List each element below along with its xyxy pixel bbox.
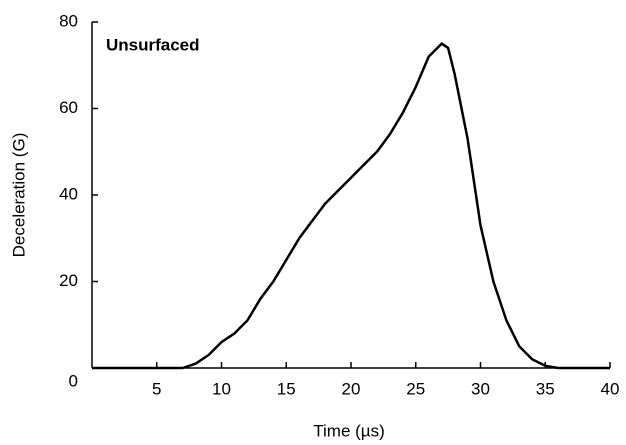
x-tick-label: 35	[536, 379, 555, 398]
x-tick-label: 5	[152, 379, 161, 398]
x-tick-label: 10	[212, 379, 231, 398]
y-axis-title: Deceleration (G)	[9, 133, 28, 258]
y-tick-label: 60	[59, 98, 78, 117]
y-tick-label: 40	[59, 184, 78, 203]
y-tick-label: 0	[69, 371, 78, 390]
x-tick-label: 25	[406, 379, 425, 398]
annotation: Unsurfaced	[106, 35, 200, 54]
x-tick-label: 20	[342, 379, 361, 398]
x-tick-label: 40	[601, 379, 620, 398]
x-axis-title: Time (µs)	[313, 421, 385, 440]
y-tick-label: 20	[59, 271, 78, 290]
x-tick-label: 30	[471, 379, 490, 398]
x-tick-label: 15	[277, 379, 296, 398]
line	[92, 42, 610, 370]
y-tick-label: 80	[59, 11, 78, 30]
